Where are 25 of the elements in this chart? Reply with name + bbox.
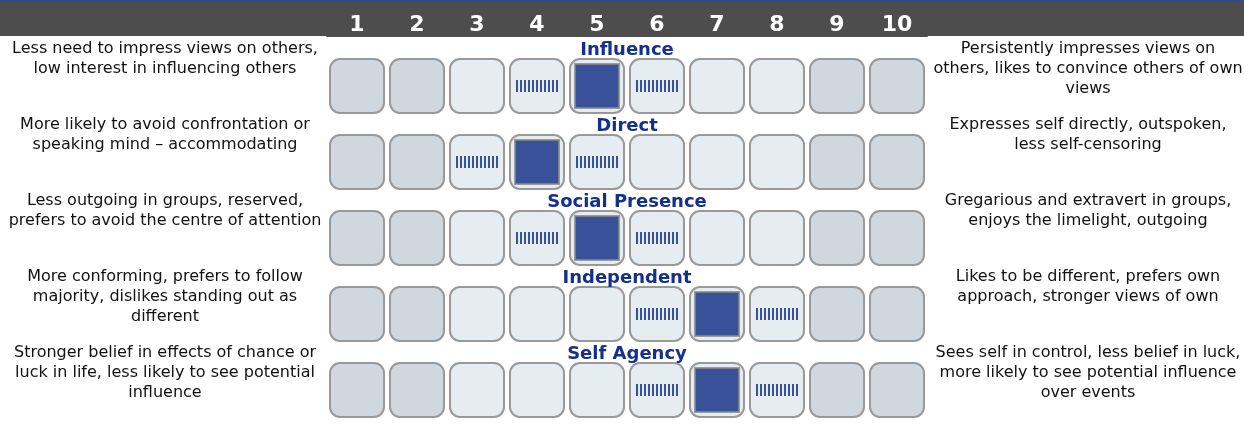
x-tick-label: 8 — [769, 10, 785, 36]
text: Gregarious and extravert in groups, enjoys the limelight, outgoing — [943, 190, 1233, 230]
text: More conforming, prefers to follow majority, dislikes standing out as different — [26, 266, 304, 326]
y-tick-label: Social Presence — [547, 189, 707, 211]
x-tick-label: 9 — [829, 10, 845, 36]
text: Likes to be different, prefers own approach, stronger views of own — [954, 266, 1222, 306]
text: Less need to impress views on others, low interest in influencing others — [11, 38, 319, 78]
x-tick-label: 3 — [469, 10, 485, 36]
y-tick-label: Self Agency — [567, 341, 688, 363]
y-tick-label: Independent — [562, 265, 692, 287]
text: More likely to avoid confrontation or speaking mind – accommodating — [19, 114, 311, 154]
y-tick-label: Direct — [596, 113, 659, 135]
x-tick-label: 7 — [709, 10, 725, 36]
x-tick-label: 1 — [349, 10, 365, 36]
x-tick-label: 2 — [409, 10, 425, 36]
text: Less outgoing in groups, reserved, prefers to avoid the centre of attention — [7, 190, 323, 230]
y-tick-label: Influence — [580, 37, 674, 59]
text: Sees self in control, less belief in luck, more likely to see potential influence over events — [934, 342, 1242, 402]
text: Expresses self directly, outspoken, less self-censoring — [948, 114, 1228, 154]
x-tick-label: 4 — [529, 10, 545, 36]
x-tick-label: 5 — [589, 10, 605, 36]
text: Stronger belief in effects of chance or luck in life, less likely to see potential influence — [12, 342, 318, 402]
x-tick-label: 10 — [881, 10, 913, 36]
text: Persistently impresses views on others, likes to convince others of own views — [933, 38, 1243, 98]
x-tick-label: 6 — [649, 10, 665, 36]
